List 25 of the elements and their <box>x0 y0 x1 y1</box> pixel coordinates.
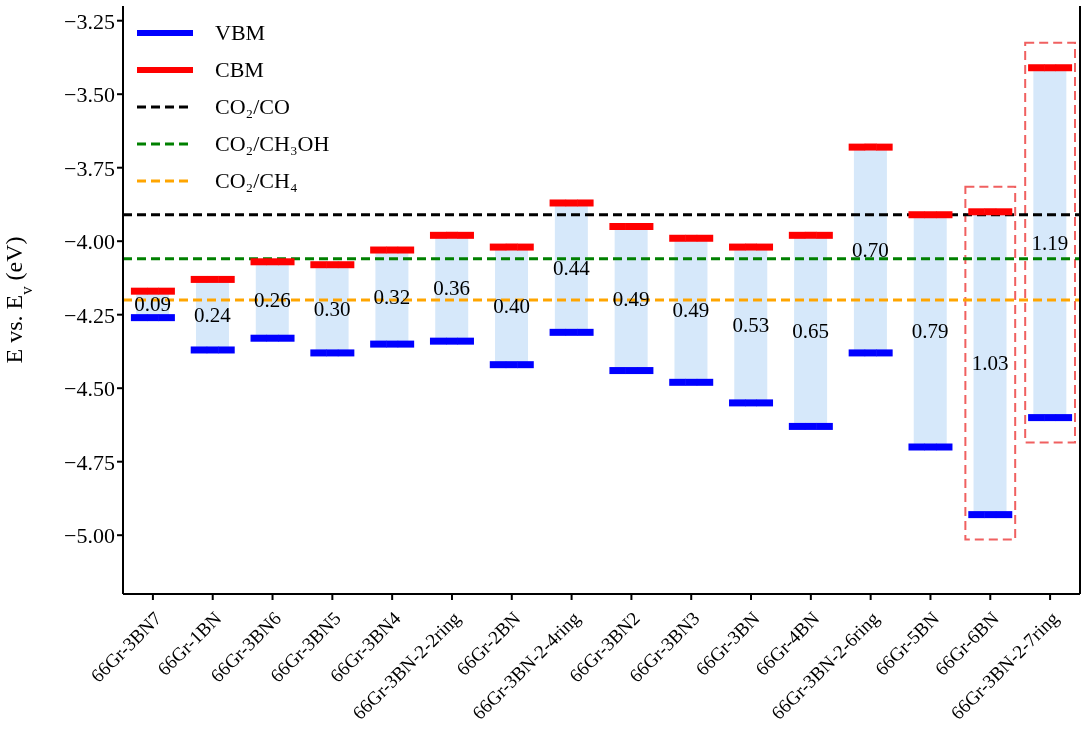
data-label: 0.49 <box>672 298 710 323</box>
y-tick-label: −5.00 <box>64 523 115 549</box>
data-label: 0.70 <box>852 238 889 263</box>
y-tick-label: −3.50 <box>64 82 115 108</box>
y-tick-label: −4.75 <box>64 449 115 475</box>
legend-label: CO₂/CH₃OH <box>215 130 330 157</box>
legend-label: VBM <box>215 19 266 46</box>
data-label: 0.53 <box>732 312 770 337</box>
data-label: 0.30 <box>313 296 351 321</box>
data-label: 1.03 <box>971 351 1009 376</box>
data-label: 0.36 <box>433 276 471 301</box>
data-label: 0.65 <box>792 318 829 343</box>
legend-label: CO₂/CH₄ <box>215 167 298 194</box>
data-label: 0.44 <box>552 255 591 280</box>
data-label: 0.40 <box>493 293 530 318</box>
y-tick-label: −4.25 <box>64 302 115 328</box>
y-tick-label: −3.25 <box>64 8 115 34</box>
y-tick-label: −4.00 <box>64 229 115 255</box>
y-tick-label: −4.50 <box>64 376 115 402</box>
data-label: 0.24 <box>194 302 232 327</box>
y-tick-label: −3.75 <box>64 155 115 181</box>
legend-label: CBM <box>215 56 264 83</box>
data-label: 1.19 <box>1031 230 1069 255</box>
data-label: 0.79 <box>911 318 949 343</box>
legend-label: CO₂/CO <box>215 93 290 120</box>
